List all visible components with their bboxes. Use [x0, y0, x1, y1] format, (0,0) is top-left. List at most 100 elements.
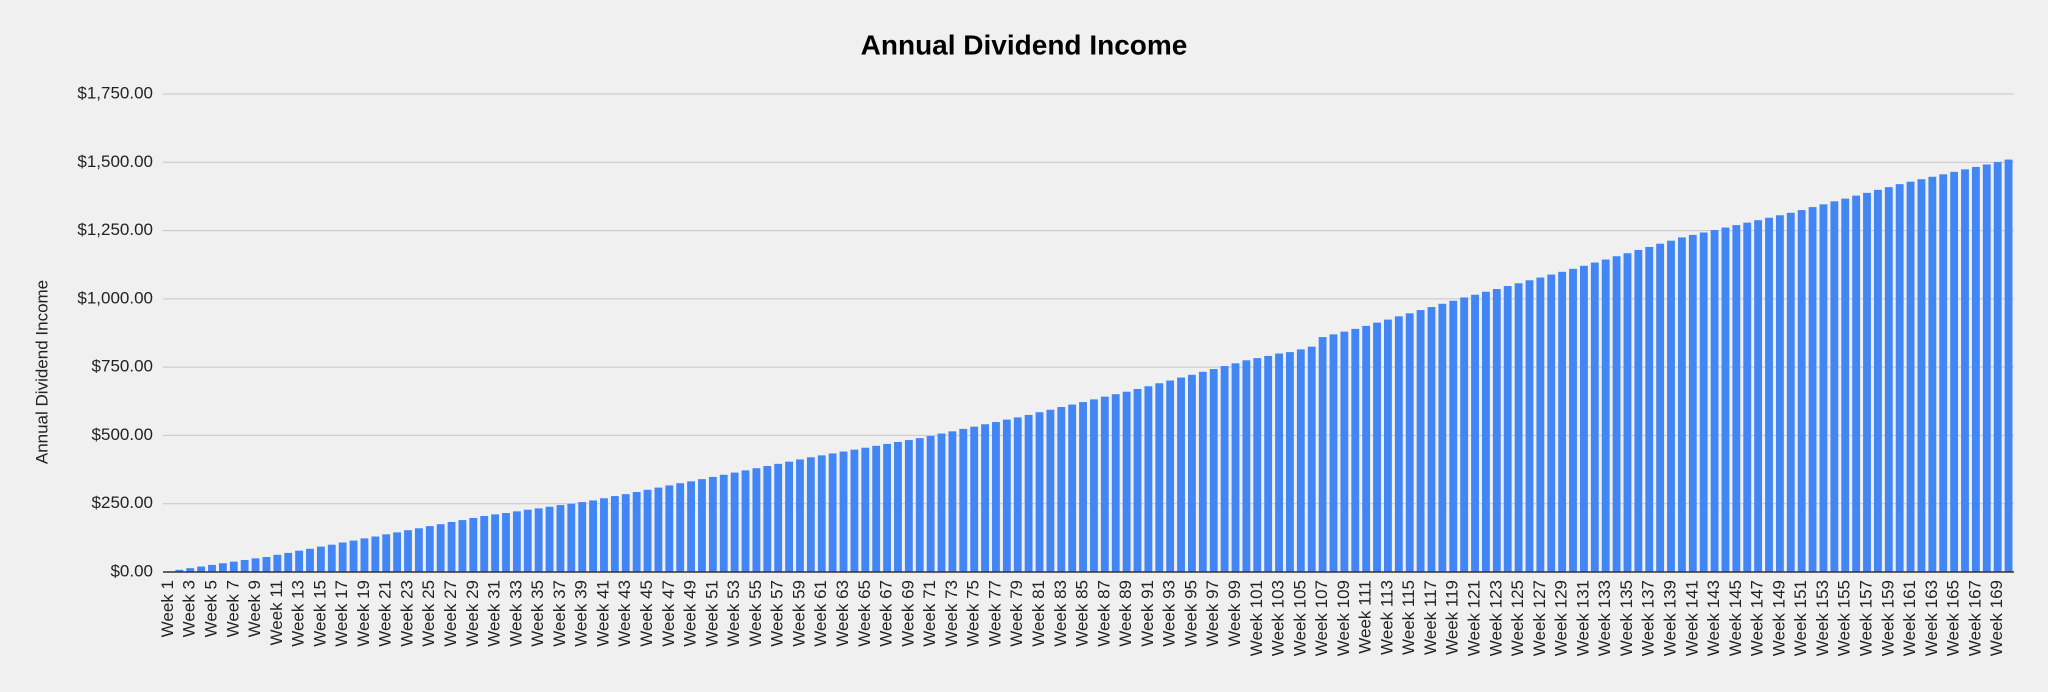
bar: [578, 502, 587, 572]
bar: [1231, 363, 1240, 572]
x-tick-label: Week 73: [942, 580, 961, 647]
bar: [806, 457, 815, 572]
bar: [1982, 164, 1991, 572]
bar: [1166, 380, 1175, 572]
bar: [1449, 300, 1458, 572]
bar: [1797, 210, 1806, 573]
bar: [687, 481, 695, 572]
x-tick-label: Week 11: [267, 580, 286, 646]
bar: [1754, 220, 1763, 572]
x-tick-label: Week 159: [1878, 580, 1897, 656]
y-tick-label: $1,750.00: [77, 83, 153, 102]
bar: [850, 449, 859, 572]
x-tick-label: Week 167: [1965, 580, 1984, 656]
y-tick-label: $1,500.00: [77, 152, 153, 171]
bar: [1579, 265, 1588, 572]
bar: [218, 563, 227, 572]
bar: [1220, 366, 1229, 572]
bar: [970, 426, 979, 572]
bar: [1590, 262, 1599, 572]
x-tick-label: Week 151: [1791, 580, 1810, 656]
bar: [1002, 419, 1011, 572]
bar: [567, 503, 576, 572]
bar: [1307, 346, 1316, 572]
bar: [1558, 271, 1567, 572]
x-tick-label: Week 169: [1987, 580, 2006, 656]
bar: [1895, 184, 1904, 572]
x-tick-label: Week 143: [1704, 580, 1723, 656]
bar: [872, 445, 881, 572]
x-tick-label: Week 81: [1029, 580, 1048, 647]
bar: [643, 489, 652, 572]
x-tick-label: Week 77: [985, 580, 1004, 647]
bar: [251, 558, 260, 572]
bar: [512, 511, 521, 572]
y-tick-label: $0.00: [110, 561, 153, 580]
bar: [1329, 334, 1338, 572]
y-axis-label: Annual Dividend Income: [32, 280, 51, 464]
bar: [1471, 294, 1479, 572]
x-tick-label: Week 63: [833, 580, 852, 647]
bar: [382, 534, 391, 572]
bar: [1863, 192, 1871, 572]
bar: [1373, 322, 1381, 572]
x-tick-label: Week 147: [1748, 580, 1767, 656]
y-tick-label: $1,000.00: [77, 288, 153, 307]
bar: [926, 435, 935, 572]
x-tick-label: Week 135: [1617, 580, 1636, 656]
bar: [349, 540, 358, 572]
bar: [1906, 181, 1915, 572]
bar: [610, 496, 619, 572]
x-tick-label: Week 17: [332, 580, 351, 647]
x-tick-label: Week 89: [1116, 580, 1135, 647]
bar: [414, 528, 423, 572]
x-tick-label: Week 131: [1573, 580, 1592, 656]
bar: [2004, 159, 2013, 572]
bar: [1503, 286, 1512, 572]
bar: [175, 569, 184, 572]
bar: [708, 476, 717, 572]
x-tick-label: Week 145: [1726, 580, 1745, 656]
bar: [1482, 291, 1490, 572]
bar: [1688, 234, 1697, 572]
bar: [741, 470, 750, 572]
y-tick-label: $1,250.00: [77, 220, 153, 239]
bar: [1013, 417, 1022, 572]
x-tick-label: Week 39: [572, 580, 591, 647]
x-tick-label: Week 91: [1138, 580, 1157, 647]
bar: [719, 474, 728, 572]
bar: [1198, 371, 1207, 572]
bar: [1427, 307, 1436, 572]
bar: [1950, 171, 1959, 573]
bar: [1024, 414, 1033, 572]
bar: [502, 513, 510, 572]
bar: [1961, 169, 1969, 572]
bar: [316, 546, 325, 572]
bar: [665, 485, 674, 572]
bar: [1939, 174, 1948, 572]
x-tick-label: Week 105: [1290, 580, 1309, 656]
bar: [1068, 404, 1077, 572]
x-tick-label: Week 111: [1356, 580, 1375, 654]
bar: [1634, 249, 1643, 572]
x-tick-label: Week 27: [441, 580, 460, 647]
x-tick-label: Week 1: [158, 580, 177, 637]
bar: [556, 505, 565, 572]
x-tick-label: Week 59: [789, 580, 808, 647]
x-tick-label: Week 45: [637, 580, 656, 647]
bar: [1732, 225, 1741, 572]
bar: [1786, 212, 1795, 572]
bar: [458, 520, 467, 572]
x-tick-label: Week 153: [1813, 580, 1832, 656]
y-tick-label: $750.00: [92, 357, 153, 376]
x-tick-label: Week 33: [506, 580, 525, 647]
x-tick-label: Week 157: [1856, 580, 1875, 656]
x-tick-label: Week 119: [1443, 580, 1462, 655]
x-tick-label: Week 133: [1595, 580, 1614, 656]
bar: [1296, 349, 1305, 572]
bar: [295, 550, 304, 572]
bar: [981, 424, 989, 572]
bar: [752, 468, 761, 572]
x-tick-label: Week 19: [354, 580, 373, 647]
x-tick-label: Week 41: [593, 580, 612, 647]
